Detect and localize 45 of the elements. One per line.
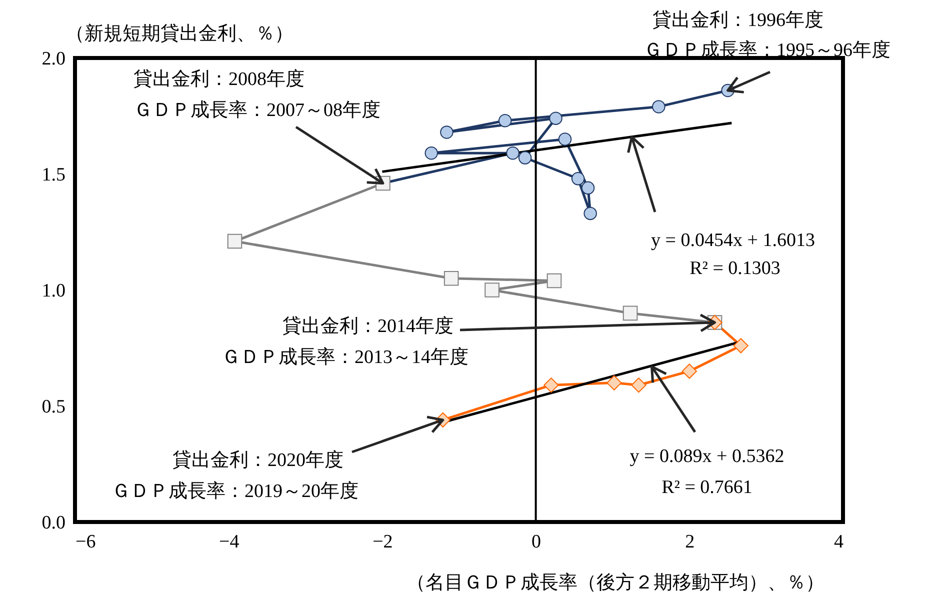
y-tick-label: 0.5	[42, 396, 66, 418]
point	[571, 172, 585, 186]
annotation: ＧＤＰ成長率：2013～14年度	[222, 346, 468, 368]
annotation: y = 0.089x + 0.5362	[630, 446, 784, 467]
point	[424, 146, 438, 160]
x-tick-label: −2	[372, 532, 393, 552]
point	[549, 112, 562, 125]
point	[227, 234, 242, 249]
x-axis-title: （名目ＧＤＰ成長率（後方２期移動平均）、％）	[406, 572, 824, 594]
annotation: R² = 0.7661	[662, 477, 752, 498]
y-tick-label: 1.5	[42, 164, 66, 186]
point	[682, 364, 697, 379]
y-axis-title: （新規短期貸出金利、％）	[66, 22, 294, 44]
point	[581, 181, 595, 195]
annotation: ＧＤＰ成長率：2019～20年度	[112, 480, 358, 502]
point	[506, 146, 520, 160]
point	[558, 132, 572, 146]
point	[622, 306, 638, 321]
point	[606, 375, 622, 390]
x-tick-label: 2	[685, 532, 695, 552]
point	[546, 273, 562, 288]
point	[440, 126, 454, 139]
x-tick-label: −4	[218, 532, 240, 552]
point	[584, 206, 597, 220]
x-tick-label: 0	[532, 532, 542, 552]
y-tick-label: 1.0	[42, 280, 66, 302]
annotation: R² = 0.1303	[690, 258, 780, 279]
x-tick-label: −6	[76, 532, 96, 552]
point	[631, 378, 646, 393]
annotation: 貸出金利：2008年度	[134, 68, 304, 90]
annotation: 貸出金利：2020年度	[172, 449, 344, 471]
point	[444, 271, 459, 286]
point	[652, 100, 666, 114]
point	[544, 378, 559, 393]
annotation: 貸出金利：2014年度	[282, 315, 454, 337]
annotation: ＧＤＰ成長率：2007～08年度	[134, 99, 380, 121]
point	[498, 114, 512, 128]
x-tick-label: 4	[834, 532, 844, 552]
annotation: y = 0.0454x + 1.6013	[651, 230, 815, 251]
text: 貸出金利：1996年度	[652, 9, 824, 31]
point	[733, 338, 748, 354]
point	[484, 282, 500, 298]
y-tick-label: 0.0	[42, 512, 66, 534]
y-tick-label: 2.0	[42, 48, 66, 70]
point	[518, 151, 532, 164]
